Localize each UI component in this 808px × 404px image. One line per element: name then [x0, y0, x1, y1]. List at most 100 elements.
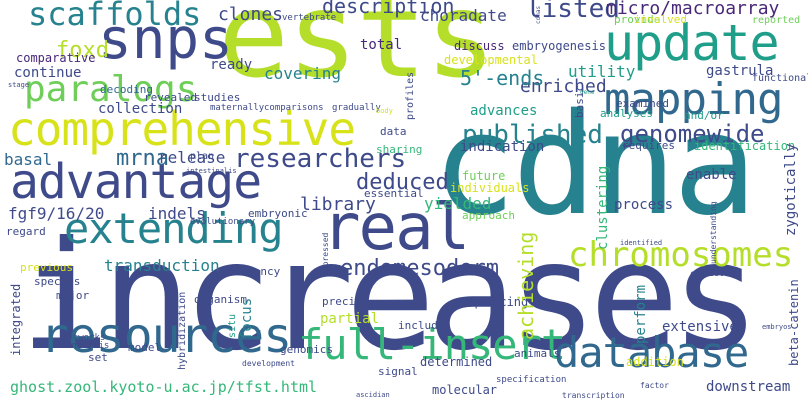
word-regard: regard: [6, 225, 46, 238]
word-discuss: discuss: [454, 39, 505, 53]
word-gradually: gradually: [332, 103, 381, 113]
word-future: future: [462, 169, 506, 183]
word-mrna: mrna: [116, 146, 169, 171]
word-resources: resources: [40, 308, 292, 364]
word-previous: previous: [20, 261, 73, 274]
word-examined: examined: [616, 97, 669, 110]
word-identified: identified: [620, 239, 663, 247]
word-extensive: extensive: [662, 319, 738, 335]
word-developmental: profiles: [405, 71, 416, 120]
word-species: species: [34, 275, 81, 288]
word-cdnas: cdnas: [535, 5, 542, 24]
word-ascidian: ascidian: [356, 391, 390, 399]
word-beta-catenin: beta-catenin: [787, 279, 801, 366]
word-chordates: chordates: [690, 269, 734, 278]
word-url: ghost.zool.kyoto-u.ac.jp/tfst.html: [10, 378, 318, 396]
word-factor: factor: [640, 381, 669, 390]
word-enriched: enriched: [520, 76, 607, 97]
word-profiles: developmental: [444, 53, 538, 67]
word-release: release: [158, 148, 226, 167]
word-determined: determined: [420, 355, 493, 369]
word-body: body: [376, 107, 393, 115]
word-decoding: decoding: [100, 83, 153, 96]
word-library: library: [300, 194, 376, 215]
word-provide: provide: [614, 13, 661, 26]
word-choradate: choradate: [420, 6, 507, 25]
word-enable: enable: [686, 167, 737, 183]
word-endomesoderm: endomesoderm: [340, 256, 499, 281]
word-situ: situ: [227, 313, 238, 338]
word-basic: basic: [573, 84, 586, 118]
word-requires: requires: [622, 139, 675, 152]
word-transcription: transcription: [562, 391, 625, 400]
word-5-ends: 5'-ends: [460, 66, 545, 90]
word-ests: ests: [218, 0, 496, 104]
word-snps: snps: [98, 7, 233, 72]
word-identification: identification: [694, 139, 796, 153]
word-comparative: comparative: [16, 51, 96, 65]
word-embryogenesis: embryogenesis: [512, 39, 606, 53]
word-full-insert: full-insert: [298, 320, 566, 369]
word-understanding: understanding: [709, 201, 718, 264]
word-comprehensive: comprehensive: [8, 102, 356, 156]
word-indels: indels: [148, 204, 206, 223]
word-addition: addition: [626, 355, 684, 369]
word-yielded: yielded: [424, 194, 492, 213]
word-chromosomes: chromosomes: [568, 235, 794, 275]
word-gene: gene: [580, 89, 595, 96]
word-analysis: analysis: [66, 341, 110, 351]
word-and-or: and/or: [684, 109, 724, 122]
word-indication: indication: [460, 139, 545, 155]
word-essential: essential: [364, 187, 424, 200]
word-embryos: embryos: [762, 323, 792, 331]
word-redundancy: redundancy: [214, 265, 281, 278]
word-database: database: [554, 328, 749, 377]
word-stage: stage: [8, 81, 30, 89]
word-update: update: [604, 14, 780, 72]
word-utility: utility: [568, 62, 636, 81]
word-analyses: analyses: [600, 107, 653, 120]
word-ready: ready: [210, 57, 253, 73]
word-total: total: [360, 37, 403, 53]
word-scaffolds: scaffolds: [28, 0, 202, 33]
word-paralogs: paralogs: [24, 69, 198, 110]
word-functional: functional: [752, 73, 808, 84]
word-zygotically: zygotically: [783, 143, 799, 236]
word-revealed: revealed: [144, 91, 197, 104]
word-expressed: expressed: [321, 232, 330, 276]
word-hybridization: hybridization: [177, 291, 188, 370]
word-individuals: individuals: [450, 181, 530, 195]
word-approach: approach: [462, 209, 515, 222]
word-extending: extending: [64, 204, 284, 253]
word-basal: basal: [4, 150, 53, 169]
word-development: development: [242, 359, 295, 368]
word-gastrula: gastrula: [706, 63, 774, 79]
word-mapping: mapping: [604, 74, 783, 125]
word-sequencing: sequencing: [456, 295, 529, 309]
word-plan: plan: [190, 151, 215, 162]
word-comparisons: comparisons: [264, 103, 324, 113]
word-partial: partial: [320, 311, 380, 327]
word-involved: involved: [634, 13, 687, 26]
word-clones: clones: [218, 4, 284, 25]
word-set: set: [88, 351, 108, 364]
word-cdna: cdna: [432, 84, 757, 247]
word-precise: precise: [322, 295, 369, 308]
word-clustering: clustering: [595, 165, 611, 250]
word-continue: continue: [14, 65, 82, 81]
word-major: major: [56, 289, 90, 302]
word-embryonic: embryonic: [248, 207, 308, 220]
word-genomics: genomics: [280, 343, 333, 356]
word-molecular: molecular: [432, 383, 498, 397]
word-perform: perform: [633, 284, 649, 344]
word-covering: covering: [264, 64, 342, 83]
word-model: model: [128, 341, 162, 354]
word-description: description: [322, 0, 455, 18]
word-signal: signal: [378, 365, 418, 378]
word-maternally: maternally: [210, 103, 265, 113]
word-advantage: advantage: [10, 154, 262, 210]
word-micro-macroarray: micro/macroarray: [606, 0, 780, 19]
word-process: process: [614, 197, 674, 213]
word-evolutionary: evolutionary: [190, 217, 256, 227]
